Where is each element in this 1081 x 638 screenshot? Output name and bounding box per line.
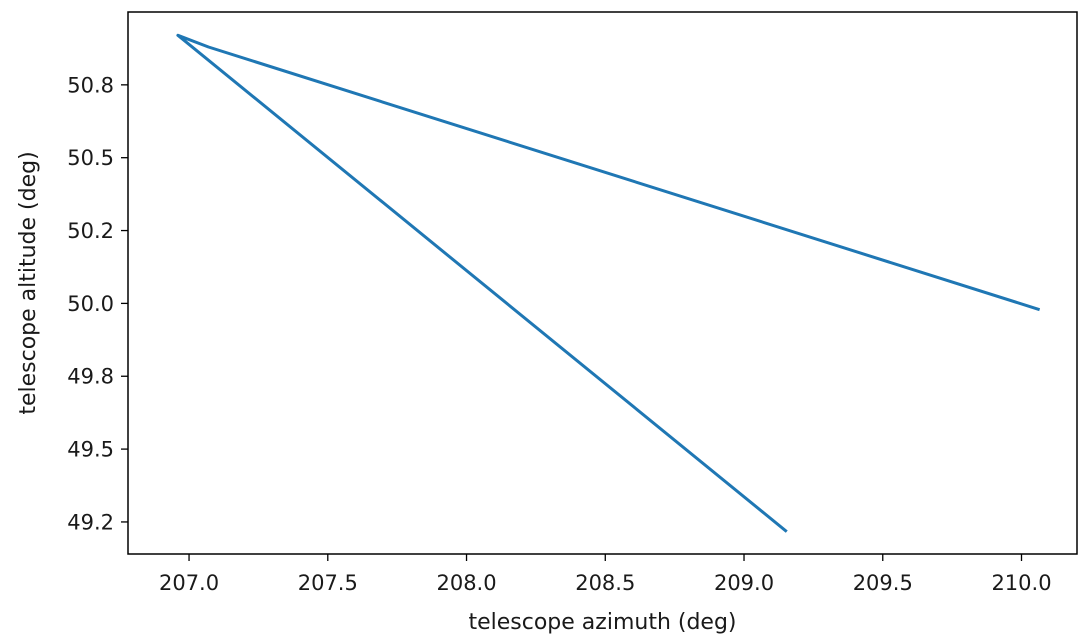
x-tick-label: 209.0 (714, 571, 774, 595)
x-axis: 207.0 207.5 208.0 208.5 209.0 209.5 210.0 (159, 554, 1052, 595)
series-layer (176, 33, 1041, 533)
y-tick-label: 50.8 (67, 73, 114, 97)
x-axis-label: telescope azimuth (deg) (468, 610, 736, 635)
plot-area (127, 11, 1078, 555)
x-tick-label: 209.5 (853, 571, 913, 595)
x-tick-label: 207.0 (159, 571, 219, 595)
x-tick-label: 210.0 (991, 571, 1051, 595)
x-tick-label: 207.5 (298, 571, 358, 595)
y-tick-label: 49.5 (67, 438, 114, 462)
y-tick-label: 49.2 (67, 510, 114, 534)
y-tick-label: 50.2 (67, 219, 114, 243)
y-tick-label: 49.8 (67, 365, 114, 389)
x-tick-label: 208.0 (436, 571, 496, 595)
x-tick-label: 208.5 (575, 571, 635, 595)
y-tick-label: 50.5 (67, 146, 114, 170)
series-line-0 (176, 33, 1041, 533)
axes-frame (127, 11, 1078, 555)
y-axis: 49.2 49.5 49.8 50.0 50.2 50.5 50.8 (67, 73, 128, 534)
y-tick-label: 50.0 (67, 292, 114, 316)
y-axis-label: telescope altitude (deg) (16, 151, 41, 414)
